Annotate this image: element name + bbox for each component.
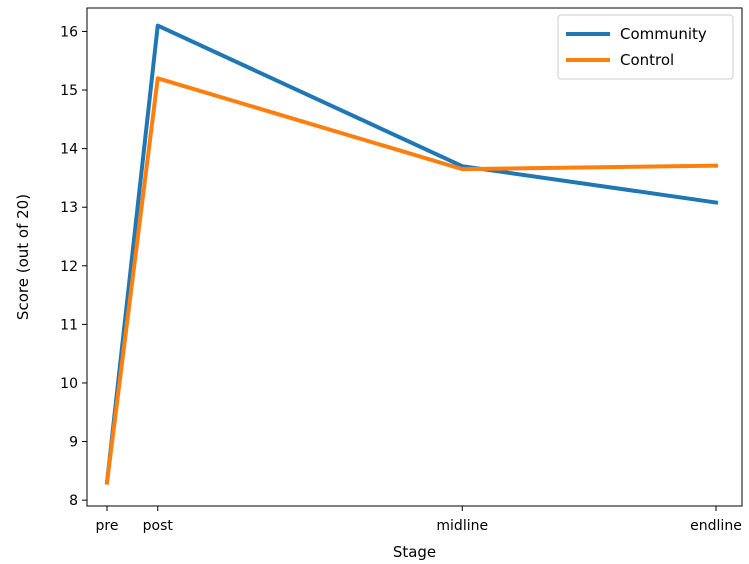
x-tick-label: pre [96, 518, 119, 534]
series-line-community [104, 23, 719, 485]
y-tick-label: 15 [60, 83, 78, 99]
legend-box [557, 14, 734, 80]
y-axis-label: Score (out of 20) [14, 194, 32, 320]
legend-label-community: Community [620, 25, 707, 43]
y-tick-label: 12 [60, 259, 78, 275]
y-tick-label: 13 [60, 200, 78, 216]
y-axis: 8 9 10 11 12 13 14 15 16 [60, 24, 87, 509]
y-tick-label: 10 [60, 376, 78, 392]
series-lines [104, 23, 719, 485]
x-tick-label: midline [436, 518, 488, 534]
x-axis-label: Stage [393, 543, 436, 561]
y-tick-label: 16 [60, 24, 78, 40]
legend: Community Control [557, 14, 734, 80]
y-tick-label: 9 [69, 435, 78, 451]
legend-label-control: Control [620, 51, 674, 69]
plot-frame [86, 7, 743, 507]
y-tick-label: 14 [60, 142, 78, 158]
y-tick-label: 11 [60, 317, 78, 333]
x-tick-label: post [143, 518, 174, 534]
y-tick-label: 8 [69, 493, 78, 509]
x-axis: pre post midline endline [96, 506, 742, 534]
x-tick-label: endline [690, 518, 742, 534]
series-line-control [104, 76, 719, 485]
